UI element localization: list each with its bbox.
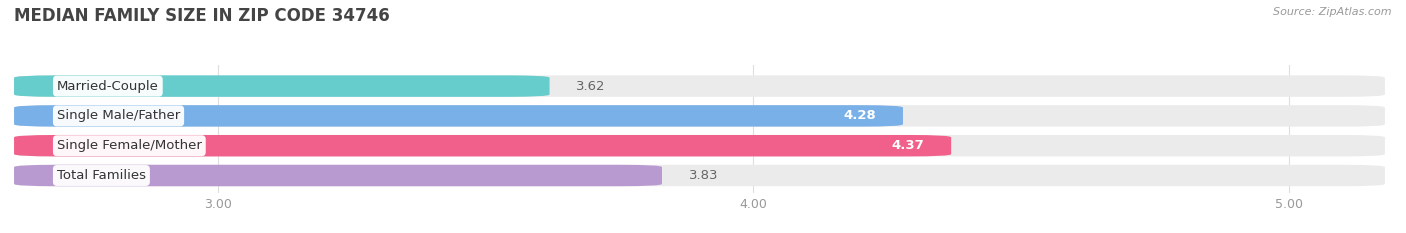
FancyBboxPatch shape [14, 75, 1385, 97]
Text: Source: ZipAtlas.com: Source: ZipAtlas.com [1274, 7, 1392, 17]
FancyBboxPatch shape [14, 165, 1385, 186]
Text: 3.62: 3.62 [576, 80, 606, 93]
FancyBboxPatch shape [14, 105, 903, 127]
FancyBboxPatch shape [14, 165, 662, 186]
Text: 4.37: 4.37 [891, 139, 924, 152]
Text: Single Female/Mother: Single Female/Mother [56, 139, 202, 152]
FancyBboxPatch shape [14, 135, 952, 156]
Text: Total Families: Total Families [56, 169, 146, 182]
Text: Single Male/Father: Single Male/Father [56, 110, 180, 122]
Text: MEDIAN FAMILY SIZE IN ZIP CODE 34746: MEDIAN FAMILY SIZE IN ZIP CODE 34746 [14, 7, 389, 25]
Text: 4.28: 4.28 [844, 110, 876, 122]
FancyBboxPatch shape [14, 135, 1385, 156]
Text: 3.83: 3.83 [689, 169, 718, 182]
FancyBboxPatch shape [14, 105, 1385, 127]
Text: Married-Couple: Married-Couple [56, 80, 159, 93]
FancyBboxPatch shape [14, 75, 550, 97]
